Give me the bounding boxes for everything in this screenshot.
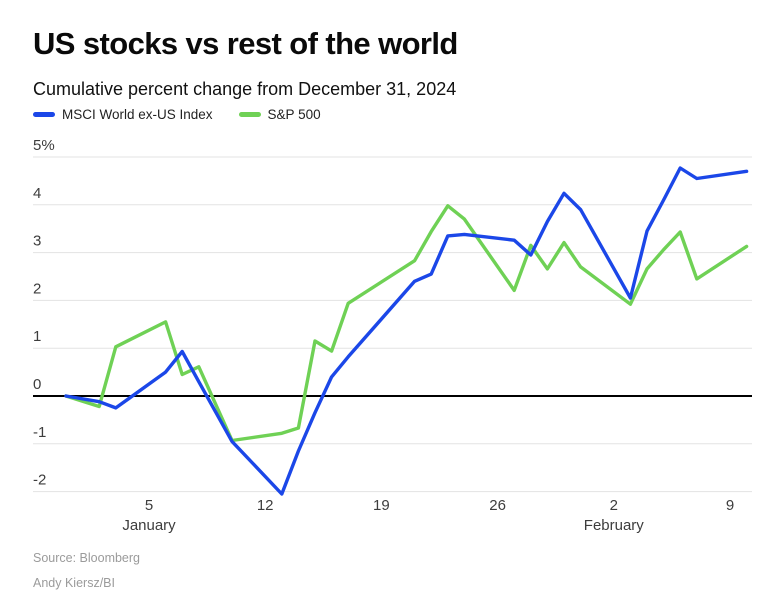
y-axis-label: -2 bbox=[33, 472, 46, 489]
legend-label-sp500: S&P 500 bbox=[267, 107, 321, 122]
chart-subtitle: Cumulative percent change from December … bbox=[33, 79, 457, 99]
chart-legend: MSCI World ex-US Index S&P 500 bbox=[33, 107, 321, 122]
y-axis-label: -1 bbox=[33, 424, 46, 441]
x-axis-label: 9 bbox=[726, 497, 734, 514]
chart-title: US stocks vs rest of the world bbox=[33, 26, 458, 61]
legend-label-msci: MSCI World ex-US Index bbox=[62, 107, 213, 122]
legend-swatch-sp500 bbox=[238, 112, 261, 117]
x-axis-label: 2 bbox=[610, 497, 618, 514]
x-axis-month-label: January bbox=[122, 517, 176, 534]
author-byline: Andy Kiersz/BI bbox=[33, 576, 115, 590]
y-axis-label: 4 bbox=[33, 185, 41, 202]
x-axis-label: 26 bbox=[489, 497, 506, 514]
x-axis-label: 12 bbox=[257, 497, 274, 514]
y-axis-label: 5% bbox=[33, 138, 55, 154]
chart-area: 5% 4 3 2 1 0 -1 -2 5 12 19 26 2 9 January February bbox=[0, 137, 769, 542]
chart-svg: 5% 4 3 2 1 0 -1 -2 5 12 19 26 2 9 January February bbox=[33, 137, 752, 534]
x-axis-month-label: February bbox=[584, 517, 645, 534]
x-axis-label: 19 bbox=[373, 497, 390, 514]
series-line-sp500 bbox=[64, 204, 749, 443]
y-axis-label: 0 bbox=[33, 376, 41, 393]
y-axis-label: 3 bbox=[33, 233, 41, 250]
x-axis-label: 5 bbox=[145, 497, 153, 514]
y-axis-label: 1 bbox=[33, 328, 41, 345]
legend-swatch-msci bbox=[33, 112, 55, 117]
legend-item-sp500: S&P 500 bbox=[238, 107, 321, 122]
source-credit: Source: Bloomberg bbox=[33, 551, 141, 565]
y-axis-label: 2 bbox=[33, 280, 41, 297]
series-line-msci bbox=[64, 166, 749, 496]
legend-item-msci: MSCI World ex-US Index bbox=[33, 107, 213, 122]
